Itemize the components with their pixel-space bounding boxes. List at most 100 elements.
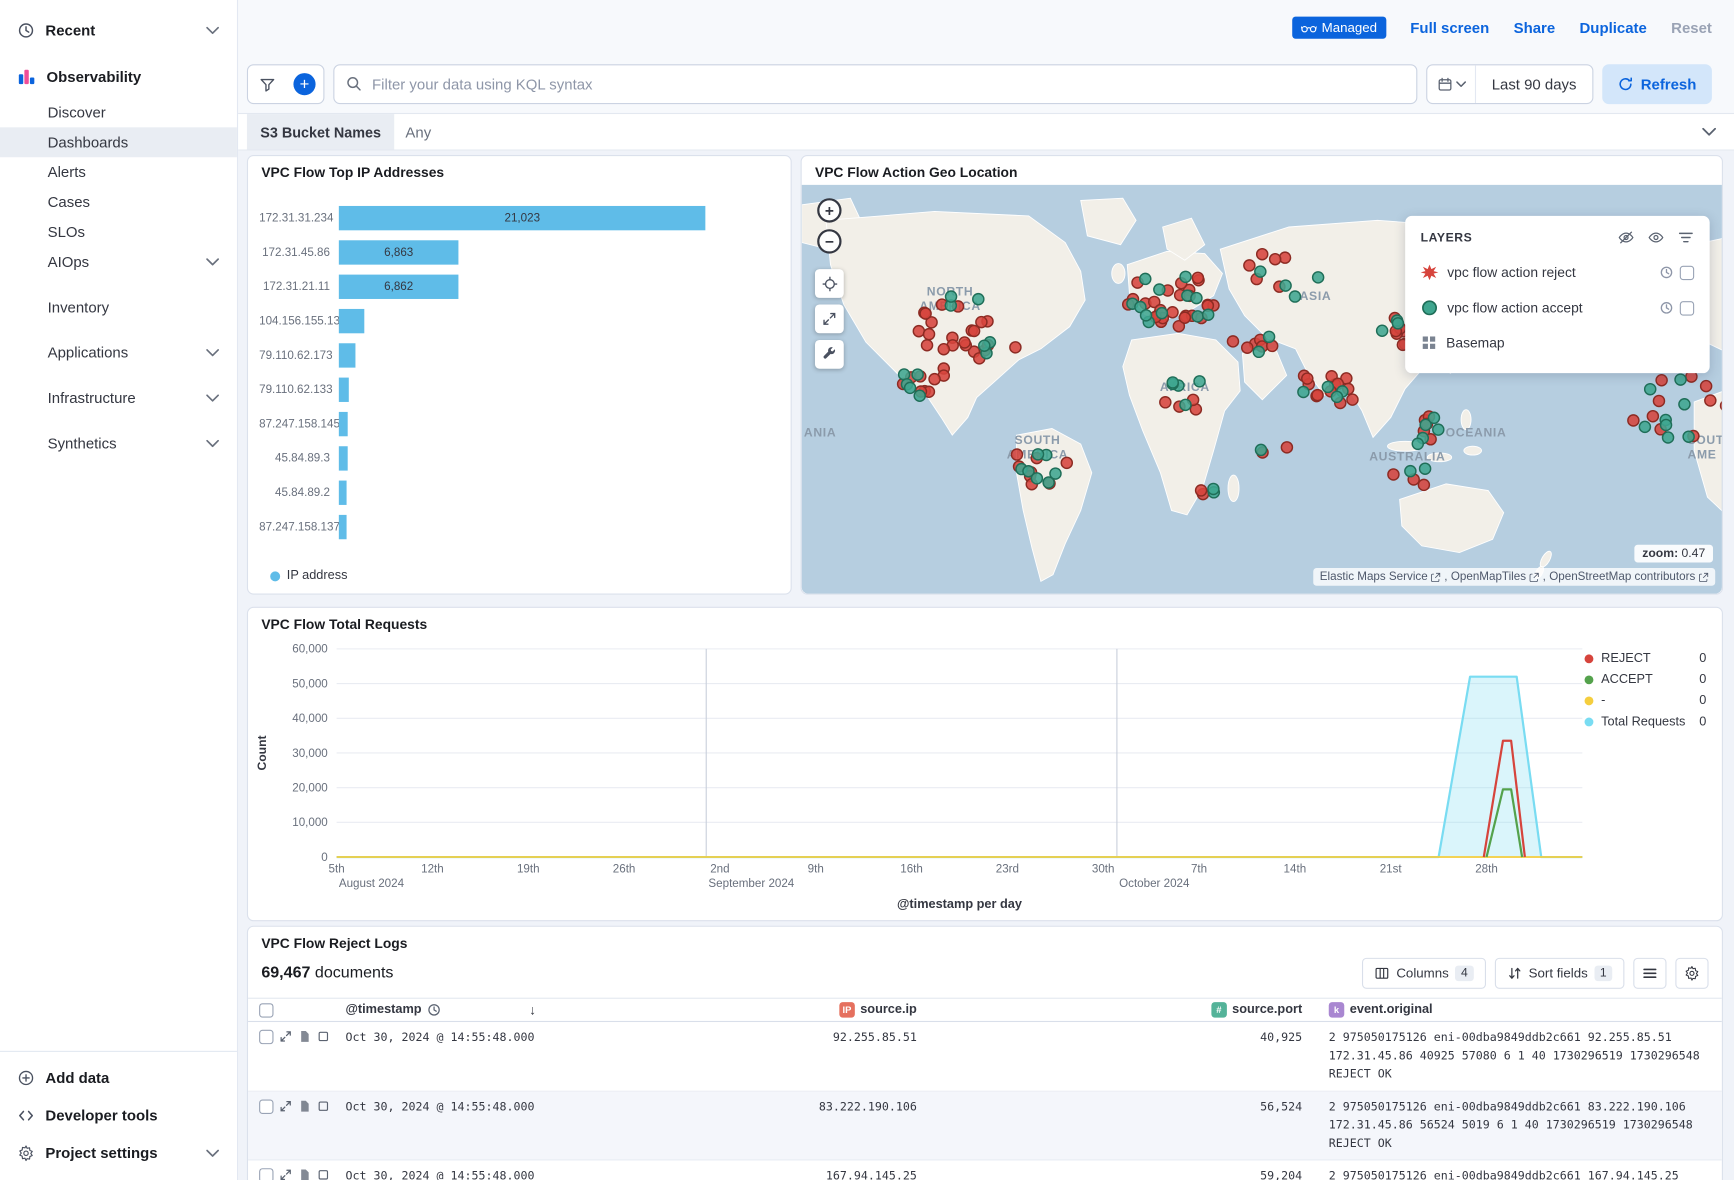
add-filter-button[interactable]: +: [286, 65, 324, 103]
bar[interactable]: [338, 308, 365, 333]
bar[interactable]: [338, 342, 356, 368]
columns-button[interactable]: Columns 4: [1362, 957, 1486, 989]
duplicate-button[interactable]: Duplicate: [1579, 19, 1647, 36]
bar[interactable]: 6,863: [338, 239, 459, 265]
legend-item[interactable]: -0: [1584, 690, 1706, 711]
search-input[interactable]: [333, 64, 1418, 105]
layer-checkbox[interactable]: [1679, 265, 1695, 280]
bar[interactable]: [338, 377, 349, 402]
legend-item[interactable]: REJECT 0: [1584, 648, 1706, 669]
continent-label: AME: [1688, 447, 1717, 461]
series-area: [336, 676, 1583, 858]
expand-row-icon[interactable]: [279, 1168, 292, 1180]
svg-text:60,000: 60,000: [292, 643, 328, 656]
share-button[interactable]: Share: [1513, 19, 1556, 36]
expand-row-icon[interactable]: [279, 1099, 292, 1112]
bar[interactable]: [338, 514, 347, 539]
bar[interactable]: 6,862: [338, 274, 459, 299]
sort-fields-button[interactable]: Sort fields 1: [1494, 957, 1625, 989]
dashboard-controls: S3 Bucket Names Any: [238, 112, 1734, 151]
date-quick-select-button[interactable]: [1427, 65, 1477, 103]
layer-item-basemap[interactable]: Basemap: [1405, 326, 1710, 360]
row-checkbox[interactable]: [259, 1098, 274, 1114]
time-range-button[interactable]: Last 90 days: [1491, 75, 1577, 93]
sidebar-item-infrastructure[interactable]: Infrastructure: [0, 383, 237, 413]
display-density-button[interactable]: [1633, 957, 1667, 989]
grid-settings-button[interactable]: [1675, 957, 1709, 989]
select-cell-icon[interactable]: [317, 1099, 330, 1112]
expand-button[interactable]: [814, 304, 844, 334]
select-cell-icon[interactable]: [317, 1168, 330, 1180]
geo-point-reject: [1268, 252, 1282, 266]
select-all-checkbox[interactable]: [259, 1002, 274, 1018]
sort-desc-icon[interactable]: ↓: [529, 1002, 536, 1018]
world-map[interactable]: NORTHAMERICAASIAAFRICASOUTHAMERICAOCEANI…: [801, 184, 1722, 594]
bar[interactable]: [338, 411, 348, 436]
layer-item-reject[interactable]: vpc flow action reject: [1405, 255, 1710, 290]
sidebar-item-dashboards[interactable]: Dashboards: [0, 127, 237, 158]
sidebar-solution-observability[interactable]: Observability: [0, 60, 237, 93]
sidebar-item-add-data[interactable]: Add data: [0, 1059, 237, 1097]
legend-item[interactable]: Total Requests 0: [1584, 711, 1706, 732]
bar-category-label: 87.247.158.145: [259, 416, 340, 431]
table-row[interactable]: Oct 30, 2024 @ 14:55:48.000 92.255.85.51…: [248, 1022, 1722, 1092]
view-document-icon[interactable]: [298, 1030, 311, 1043]
attribution-link[interactable]: OpenStreetMap contributors: [1549, 570, 1709, 584]
attribution-link[interactable]: Elastic Maps Service: [1320, 570, 1448, 584]
sidebar-item-aiops[interactable]: AIOps: [0, 247, 237, 277]
sidebar-item-slos[interactable]: SLOs: [0, 217, 237, 247]
basemap-grid-icon: [1422, 336, 1436, 349]
hide-all-layers-icon[interactable]: [1618, 229, 1635, 246]
column-header-source-port[interactable]: # source.port: [930, 1002, 1318, 1018]
select-cell-icon[interactable]: [317, 1030, 330, 1043]
refresh-icon: [1619, 77, 1632, 91]
sidebar-item-developer-tools[interactable]: Developer tools: [0, 1096, 237, 1134]
column-header-timestamp[interactable]: @timestamp ↓: [332, 1002, 542, 1018]
sidebar: Recent Observability Discover Dashboards…: [0, 0, 239, 1180]
expand-row-icon[interactable]: [279, 1030, 292, 1043]
layer-item-accept[interactable]: vpc flow action accept: [1405, 290, 1710, 325]
zoom-in-button[interactable]: +: [817, 198, 842, 223]
attribution-link[interactable]: OpenMapTiles: [1451, 570, 1546, 584]
sidebar-item-cases[interactable]: Cases: [0, 187, 237, 217]
gear-icon: [19, 1144, 33, 1161]
column-header-source-ip[interactable]: IP source.ip: [543, 1002, 931, 1018]
chevron-down-icon[interactable]: [1702, 127, 1717, 136]
reset-button[interactable]: Reset: [1671, 19, 1712, 36]
sidebar-item-applications[interactable]: Applications: [0, 338, 237, 368]
geo-point-accept: [1288, 290, 1302, 303]
table-row[interactable]: Oct 30, 2024 @ 14:55:48.000 83.222.190.1…: [248, 1091, 1722, 1161]
legend-item[interactable]: ACCEPT 0: [1584, 669, 1706, 690]
refresh-button[interactable]: Refresh: [1601, 64, 1712, 105]
fit-to-data-button[interactable]: [814, 269, 844, 298]
sidebar-item-alerts[interactable]: Alerts: [0, 157, 237, 187]
bar[interactable]: [338, 445, 348, 471]
ip-chart-legend[interactable]: IP address: [270, 569, 347, 582]
layer-list-icon[interactable]: [1678, 229, 1695, 246]
control-value-any[interactable]: Any: [405, 123, 432, 141]
show-all-layers-icon[interactable]: [1648, 229, 1665, 246]
row-checkbox[interactable]: [259, 1168, 274, 1180]
sidebar-item-inventory[interactable]: Inventory: [0, 292, 237, 322]
sidebar-item-synthetics[interactable]: Synthetics: [0, 429, 237, 459]
full-screen-button[interactable]: Full screen: [1410, 19, 1490, 36]
view-document-icon[interactable]: [298, 1168, 311, 1180]
column-header-event-original[interactable]: k event.original: [1318, 1002, 1722, 1018]
table-row[interactable]: Oct 30, 2024 @ 14:55:48.000 167.94.145.2…: [248, 1160, 1722, 1180]
sidebar-item-project-settings[interactable]: Project settings: [0, 1134, 237, 1172]
bar[interactable]: [338, 480, 347, 505]
map-tools-button[interactable]: [814, 339, 844, 369]
filter-menu-button[interactable]: [248, 65, 286, 103]
sidebar-recent[interactable]: Recent: [0, 13, 237, 46]
zoom-out-button[interactable]: −: [817, 229, 842, 254]
bar[interactable]: 21,023: [338, 205, 706, 230]
view-document-icon[interactable]: [298, 1099, 311, 1112]
geo-point-reject: [922, 327, 936, 341]
sidebar-item-discover[interactable]: Discover: [0, 97, 237, 127]
layer-checkbox[interactable]: [1679, 300, 1695, 316]
row-checkbox[interactable]: [259, 1029, 274, 1045]
code-icon: [19, 1110, 34, 1120]
managed-badge[interactable]: Managed: [1291, 16, 1386, 39]
geo-point-reject: [1346, 393, 1359, 406]
svg-text:28th: 28th: [1475, 863, 1498, 876]
